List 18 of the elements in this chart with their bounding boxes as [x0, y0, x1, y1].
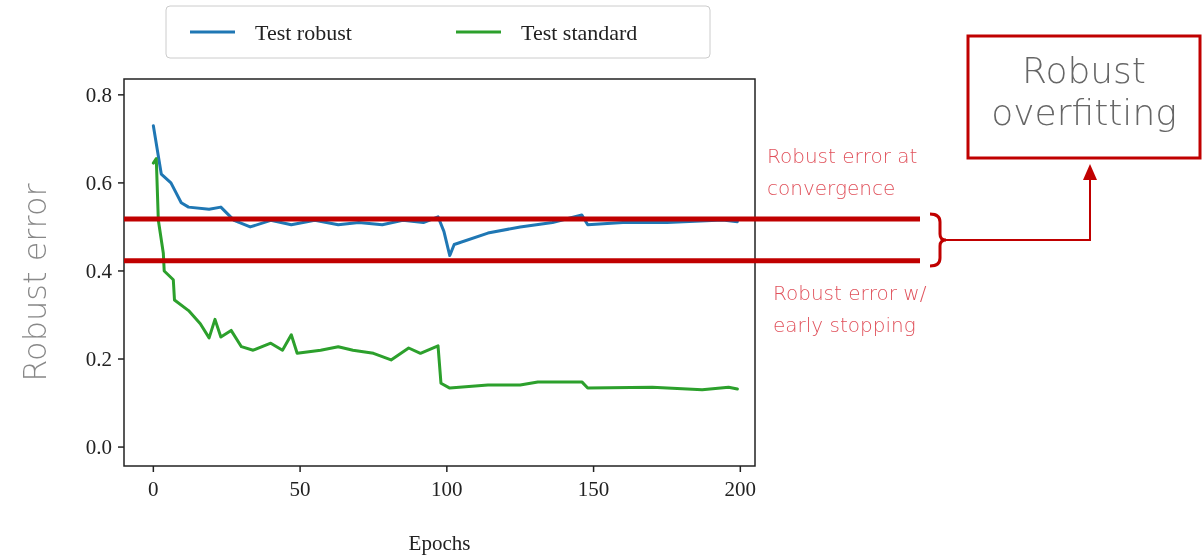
text: Robust overfitting — [991, 50, 1177, 133]
x-axis-title: Epochs — [408, 531, 471, 555]
x-tick-label: 100 — [431, 477, 463, 501]
ref-line-label: Robust error w/ early stopping — [773, 281, 927, 337]
y-tick-label: 0.6 — [85, 170, 112, 195]
legend-label: Test robust — [255, 20, 352, 45]
y-tick-label: 0.2 — [85, 347, 112, 372]
y-tick-label: 0.4 — [85, 258, 113, 283]
x-tick-label: 0 — [148, 477, 159, 501]
x-tick-label: 50 — [289, 477, 311, 501]
legend-label: Test standard — [521, 20, 638, 45]
line-series — [151, 157, 739, 392]
x-tick-label: 150 — [577, 477, 610, 501]
y-axis-title: Robust error — [16, 182, 54, 382]
x-tick-label: 200 — [724, 477, 757, 501]
y-tick-label: 0.8 — [85, 82, 112, 107]
ref-line-label: Robust error at convergence — [767, 144, 918, 200]
y-tick-label: 0.0 — [85, 435, 112, 460]
